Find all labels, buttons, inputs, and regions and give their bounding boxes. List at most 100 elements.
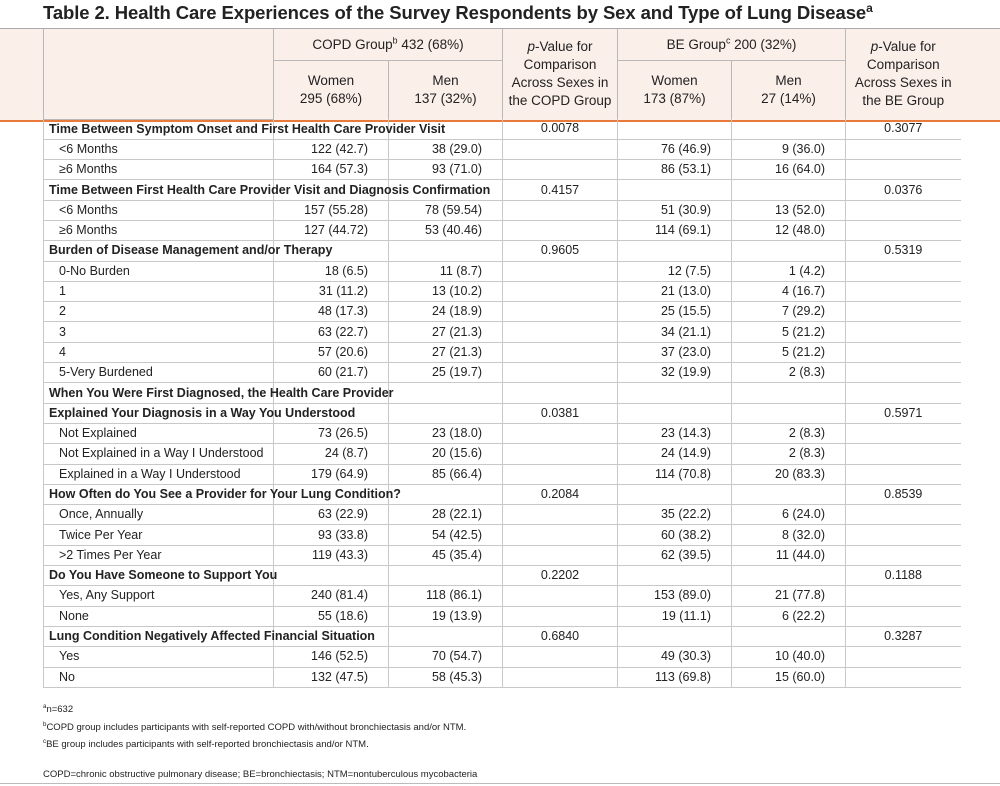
cell	[845, 545, 961, 567]
count-cell: 24 (14.9)	[617, 443, 732, 465]
section-row: Explained Your Diagnosis in a Way You Un…	[43, 403, 961, 424]
abbreviations: COPD=chronic obstructive pulmonary disea…	[43, 768, 478, 780]
cell	[502, 301, 618, 323]
cell	[502, 545, 618, 567]
group-count: 432 (68%)	[401, 36, 464, 52]
footnotes: an=632 bCOPD group includes participants …	[43, 701, 477, 783]
count-cell: 58 (45.3)	[387, 667, 503, 688]
count-cell: 19 (11.1)	[617, 606, 732, 627]
p-header-text: -Value for Comparison Across Sexes in th…	[508, 39, 612, 108]
cell	[387, 484, 503, 506]
cell	[845, 464, 961, 485]
p-header-text: -Value for Comparison Across Sexes in th…	[854, 39, 952, 108]
cell	[502, 159, 618, 181]
count-cell: 21 (13.0)	[617, 281, 732, 303]
bottom-rule	[0, 783, 1000, 784]
title-text: Table 2. Health Care Experiences of the …	[43, 2, 867, 23]
cell	[617, 382, 732, 404]
section-title: Time Between Symptom Onset and First Hea…	[43, 119, 445, 140]
row-label: <6 Months	[43, 139, 274, 161]
section-title: Lung Condition Negatively Affected Finan…	[43, 626, 375, 648]
section-title: Time Between First Health Care Provider …	[43, 179, 490, 201]
cell	[731, 565, 846, 587]
row-label: ≥6 Months	[43, 159, 274, 181]
count-cell: 12 (7.5)	[617, 261, 732, 282]
cell	[502, 362, 618, 384]
count-cell: 4 (16.7)	[731, 281, 846, 303]
cell	[731, 119, 846, 140]
cell	[845, 342, 961, 364]
item-row: Yes 146 (52.5) 70 (54.7) 49 (30.3) 10 (40.0)	[43, 646, 961, 668]
count-cell: 8 (32.0)	[731, 524, 846, 546]
count-cell: 48 (17.3)	[273, 301, 389, 323]
count-cell: 78 (59.54)	[387, 200, 503, 221]
count-cell: 5 (21.2)	[731, 342, 846, 364]
footnote-mark: a	[43, 702, 47, 710]
p-value: 0.3077	[845, 119, 961, 140]
count-cell: 153 (89.0)	[617, 585, 732, 607]
cell	[731, 179, 846, 201]
sex-header: Men 27 (14%)	[731, 60, 846, 119]
cell	[731, 626, 846, 648]
count-cell: 32 (19.9)	[617, 362, 732, 384]
item-row: 1 31 (11.2) 13 (10.2) 21 (13.0) 4 (16.7)	[43, 281, 961, 303]
count-cell: 63 (22.9)	[273, 504, 389, 526]
p-value: 0.0078	[502, 119, 618, 140]
count-cell: 23 (18.0)	[387, 423, 503, 445]
p-value: 0.0376	[845, 179, 961, 201]
footnote: an=632	[43, 701, 477, 719]
count-cell: 60 (21.7)	[273, 362, 389, 384]
p-value: 0.1188	[845, 565, 961, 587]
p-value-header: p-Value for Comparison Across Sexes in t…	[845, 29, 961, 119]
count-cell: 2 (8.3)	[731, 443, 846, 465]
item-row: ≥6 Months 164 (57.3) 93 (71.0) 86 (53.1) 16 …	[43, 159, 961, 181]
p-value: 0.5971	[845, 403, 961, 424]
count-cell: 20 (83.3)	[731, 464, 846, 485]
table-body: Time Between Symptom Onset and First Hea…	[43, 119, 961, 688]
count-cell: 15 (60.0)	[731, 667, 846, 688]
count-cell: 146 (52.5)	[273, 646, 389, 668]
cell	[502, 585, 618, 607]
cell	[617, 179, 732, 201]
cell	[617, 403, 732, 424]
row-label: Not Explained	[43, 423, 274, 445]
cell	[845, 321, 961, 343]
item-row: 2 48 (17.3) 24 (18.9) 25 (15.5) 7 (29.2)	[43, 301, 961, 323]
cell	[845, 504, 961, 526]
cell	[502, 342, 618, 364]
item-row: Yes, Any Support 240 (81.4) 118 (86.1) 153 …	[43, 585, 961, 607]
footnote-mark: c	[43, 737, 47, 745]
footnote-mark: b	[392, 35, 398, 45]
p-value: 0.8539	[845, 484, 961, 506]
row-label: 2	[43, 301, 274, 323]
sex-header: Women 295 (68%)	[273, 60, 389, 119]
group-header: COPD Groupb 432 (68%)	[272, 29, 503, 61]
sex-header: Women 173 (87%)	[617, 60, 732, 119]
row-label: 3	[43, 321, 274, 343]
item-row: Not Explained in a Way I Understood 24 (8…	[43, 443, 961, 465]
cell	[502, 321, 618, 343]
section-title: How Often do You See a Provider for Your…	[43, 484, 401, 506]
cell	[273, 119, 389, 140]
sex-label: Men	[432, 73, 459, 88]
cell	[731, 382, 846, 404]
item-row: Twice Per Year 93 (33.8) 54 (42.5) 60 (38.2…	[43, 524, 961, 546]
cell	[502, 200, 618, 221]
item-row: 3 63 (22.7) 27 (21.3) 34 (21.1) 5 (21.2)	[43, 321, 961, 343]
count-cell: 114 (70.8)	[617, 464, 732, 485]
cell	[502, 139, 618, 161]
cell	[731, 240, 846, 262]
count-cell: 6 (24.0)	[731, 504, 846, 526]
section-row: Do You Have Someone to Support You 0.2202…	[43, 565, 961, 587]
count-cell: 45 (35.4)	[387, 545, 503, 567]
count-cell: 1 (4.2)	[731, 261, 846, 282]
group-count: 200 (32%)	[734, 36, 797, 52]
count-cell: 23 (14.3)	[617, 423, 732, 445]
count-cell: 12 (48.0)	[731, 220, 846, 242]
cell	[387, 119, 503, 140]
count-cell: 6 (22.2)	[731, 606, 846, 627]
p-value: 0.6840	[502, 626, 618, 648]
sex-label: Women	[651, 73, 698, 88]
footnote-text: n=632	[46, 704, 74, 715]
